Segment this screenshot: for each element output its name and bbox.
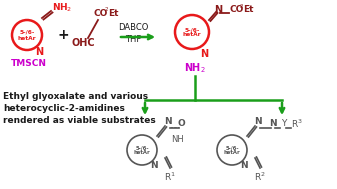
Text: Et: Et xyxy=(108,9,119,18)
Text: Et: Et xyxy=(243,5,253,15)
Text: 5-/6-: 5-/6- xyxy=(225,145,239,150)
Text: CO: CO xyxy=(94,9,109,18)
Text: 5-/6-: 5-/6- xyxy=(135,145,149,150)
Text: hetAr: hetAr xyxy=(18,36,36,40)
Text: R$^2$: R$^2$ xyxy=(254,171,266,183)
Text: heterocyclic-2-amidines: heterocyclic-2-amidines xyxy=(3,104,125,113)
Text: Ethyl glyoxalate and various: Ethyl glyoxalate and various xyxy=(3,92,148,101)
Text: N: N xyxy=(240,161,248,170)
Text: hetAr: hetAr xyxy=(224,150,240,156)
Text: DABCO: DABCO xyxy=(118,22,148,32)
Text: TMSCN: TMSCN xyxy=(11,59,47,67)
Text: hetAr: hetAr xyxy=(134,150,150,156)
Text: N: N xyxy=(150,161,158,170)
Text: NH$_2$: NH$_2$ xyxy=(184,61,206,75)
Text: N: N xyxy=(200,49,208,59)
Text: R$^3$: R$^3$ xyxy=(291,118,303,130)
Text: $_2$: $_2$ xyxy=(104,5,109,14)
Text: N: N xyxy=(35,47,43,57)
Text: N: N xyxy=(164,118,172,126)
Text: N: N xyxy=(254,118,262,126)
Text: NH: NH xyxy=(171,136,184,145)
Text: THF: THF xyxy=(125,36,141,44)
Text: OHC: OHC xyxy=(72,38,96,48)
Text: $_2$: $_2$ xyxy=(239,2,244,11)
Text: +: + xyxy=(57,28,69,42)
Text: CO: CO xyxy=(229,5,243,15)
Text: O: O xyxy=(177,119,185,129)
Text: Y: Y xyxy=(281,119,286,129)
Text: N: N xyxy=(214,5,222,15)
Text: NH$_2$: NH$_2$ xyxy=(52,2,72,14)
Text: hetAr: hetAr xyxy=(183,33,201,37)
Text: 5-/6-: 5-/6- xyxy=(19,30,35,35)
Text: N: N xyxy=(269,119,277,129)
Text: rendered as viable substrates: rendered as viable substrates xyxy=(3,116,156,125)
Text: R$^1$: R$^1$ xyxy=(164,171,176,183)
Text: 5-/6-: 5-/6- xyxy=(184,27,200,32)
